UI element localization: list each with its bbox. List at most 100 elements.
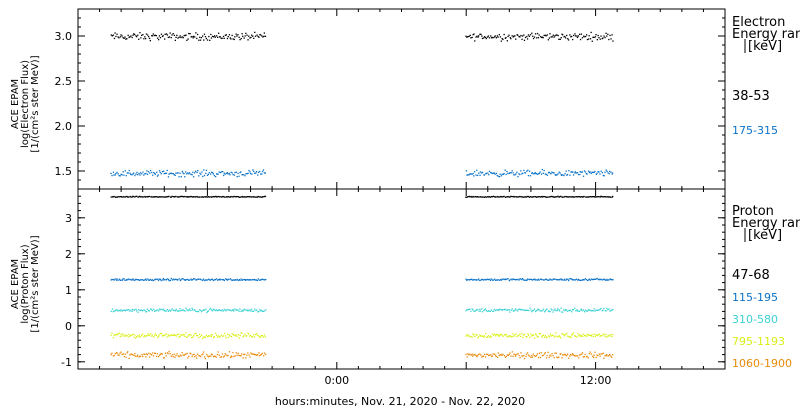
data-point — [164, 196, 167, 198]
data-point — [132, 278, 134, 280]
y-tick-label: 2 — [65, 248, 72, 261]
data-point — [120, 333, 122, 335]
data-point — [472, 309, 474, 311]
data-point — [569, 174, 571, 176]
data-point — [552, 278, 554, 280]
data-point — [239, 196, 241, 198]
data-point — [527, 195, 530, 198]
data-point — [527, 354, 530, 356]
data-point — [122, 278, 124, 280]
data-point — [552, 355, 554, 357]
data-point — [537, 279, 539, 281]
data-point — [122, 196, 124, 198]
data-point — [471, 336, 473, 338]
data-point — [126, 172, 128, 174]
data-point — [534, 196, 536, 198]
data-point — [132, 173, 134, 175]
data-point — [612, 309, 614, 311]
data-point — [257, 35, 259, 38]
y-tick-label: 2.0 — [55, 120, 73, 133]
data-point — [560, 195, 562, 197]
data-point — [588, 334, 590, 336]
data-point — [212, 36, 215, 38]
data-point — [544, 34, 546, 36]
data-point — [523, 39, 526, 41]
data-point — [155, 196, 157, 198]
data-point — [601, 353, 603, 355]
data-point — [157, 335, 160, 338]
data-point — [524, 172, 527, 174]
data-point — [498, 196, 500, 198]
data-point — [593, 36, 595, 38]
data-point — [234, 279, 236, 281]
data-point — [223, 37, 225, 39]
data-point — [168, 309, 170, 311]
data-point — [546, 174, 549, 176]
data-point — [135, 337, 137, 339]
data-point — [540, 195, 543, 198]
legend-title: Energy ran — [732, 27, 800, 42]
data-point — [155, 309, 158, 312]
legend-entry: 1060-1900 — [732, 357, 792, 370]
data-point — [222, 310, 225, 312]
data-point — [596, 334, 598, 336]
data-point — [180, 176, 182, 178]
data-point — [225, 278, 228, 280]
data-point — [471, 196, 473, 198]
data-point — [612, 40, 614, 42]
data-point — [480, 33, 482, 35]
data-point — [136, 195, 138, 197]
data-point — [551, 279, 553, 281]
data-point — [163, 310, 165, 312]
data-point — [204, 279, 207, 281]
data-point — [487, 335, 490, 337]
data-point — [558, 356, 560, 358]
data-point — [182, 334, 184, 336]
data-point — [604, 335, 606, 338]
data-point — [589, 171, 591, 173]
data-point — [597, 309, 599, 311]
data-point — [610, 309, 612, 312]
data-point — [576, 336, 578, 338]
data-point — [131, 310, 133, 312]
data-point — [113, 334, 115, 336]
data-point — [139, 196, 142, 198]
data-point — [582, 335, 584, 337]
data-point — [564, 196, 566, 198]
data-point — [150, 196, 152, 198]
data-point — [603, 357, 605, 359]
data-point — [242, 35, 244, 37]
data-point — [242, 279, 244, 281]
data-point — [233, 174, 236, 176]
data-point — [481, 356, 483, 358]
data-point — [149, 172, 151, 174]
data-point — [572, 309, 575, 311]
data-point — [523, 169, 525, 172]
data-point — [589, 334, 591, 337]
data-point — [553, 196, 555, 198]
data-point — [176, 333, 178, 336]
data-point — [259, 336, 261, 338]
data-point — [240, 37, 242, 40]
data-point — [548, 310, 550, 312]
data-point — [504, 308, 506, 310]
data-point — [492, 279, 494, 281]
data-point — [141, 334, 143, 337]
data-point — [609, 34, 611, 37]
data-point — [493, 334, 495, 336]
data-point — [123, 37, 125, 39]
data-point — [148, 334, 150, 337]
data-point — [490, 172, 492, 174]
data-point — [170, 277, 172, 280]
y-tick-label: 2.5 — [55, 75, 73, 88]
data-point — [466, 279, 468, 281]
data-point — [252, 353, 254, 355]
data-point — [513, 278, 515, 280]
data-point — [557, 308, 559, 310]
data-point — [193, 278, 195, 280]
data-point — [136, 310, 138, 312]
data-point — [174, 196, 176, 198]
data-point — [207, 335, 210, 337]
data-point — [114, 334, 116, 336]
data-point — [545, 278, 547, 280]
